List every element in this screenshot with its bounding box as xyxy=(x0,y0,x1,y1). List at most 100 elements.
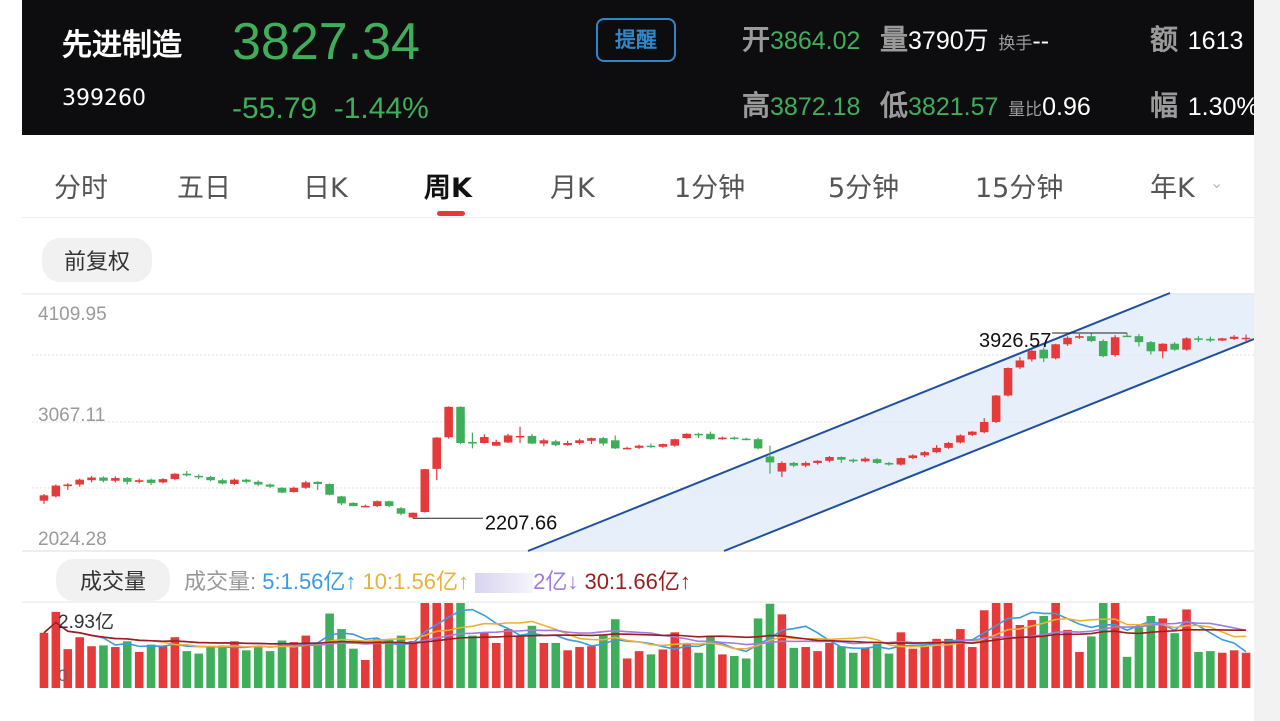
volume-bar xyxy=(551,642,561,688)
adjust-toggle[interactable]: 前复权 xyxy=(42,238,153,282)
volume-bar xyxy=(884,653,894,688)
candle-body xyxy=(432,437,442,469)
high-value: 3872.18 xyxy=(770,93,861,121)
candle-body xyxy=(860,458,870,462)
low-label: 低 xyxy=(880,89,909,122)
volume-bar xyxy=(265,651,275,688)
candle-body xyxy=(1087,336,1096,342)
tab-daily-k[interactable]: 日K xyxy=(303,173,348,204)
candle-body xyxy=(575,440,584,443)
candle-body xyxy=(1039,349,1049,359)
volume-bar xyxy=(468,635,477,688)
tab-monthly-k[interactable]: 月K xyxy=(550,173,595,204)
volume-bar xyxy=(241,650,251,688)
candle-body xyxy=(218,480,227,484)
candle-body xyxy=(146,479,156,483)
candle-body xyxy=(729,437,739,440)
volume-bar xyxy=(63,649,73,688)
open-label: 开 xyxy=(742,23,771,56)
tab-yearly-k[interactable]: 年K xyxy=(1150,173,1195,204)
change-percent: -1.44% xyxy=(333,92,429,125)
volume-bar xyxy=(1170,633,1179,688)
volume-bar xyxy=(622,658,632,688)
blurred-region xyxy=(475,573,534,594)
volume-bar xyxy=(872,643,882,688)
volume-bar xyxy=(658,649,668,688)
candle-body xyxy=(1134,336,1144,343)
ma20-value: 2亿 xyxy=(533,569,568,594)
chevron-down-icon[interactable]: ⌄ xyxy=(1210,173,1224,192)
candle-body xyxy=(1098,341,1108,357)
volume-indicator-toggle[interactable]: 成交量 xyxy=(56,559,171,601)
volume-bar xyxy=(432,603,442,688)
tab-5min[interactable]: 5分钟 xyxy=(828,173,900,204)
candle-body xyxy=(63,484,73,487)
volume-bar xyxy=(1229,650,1239,688)
volume-bar xyxy=(39,632,49,688)
volume-bar xyxy=(480,632,489,688)
volume-bar xyxy=(1217,652,1227,688)
candle-body xyxy=(908,455,918,459)
volume-bar xyxy=(634,651,644,688)
candle-body xyxy=(301,482,311,488)
candle-body xyxy=(682,433,691,439)
candle-body xyxy=(694,433,703,436)
tab-intraday[interactable]: 分时 xyxy=(54,173,108,204)
volume-bar xyxy=(313,644,322,688)
volume-bar xyxy=(253,647,263,688)
edge-strip xyxy=(1254,0,1280,721)
amount-label: 额 xyxy=(1150,23,1179,56)
volume-bar xyxy=(337,629,346,688)
volume-bar xyxy=(527,625,537,688)
volume-legend: 成交量: 5:1.56亿↑ 10:1.56亿↑ 2亿↓ 30:1.66亿↑ xyxy=(184,569,691,594)
volume-bar xyxy=(587,646,596,688)
volume-bar xyxy=(991,603,1001,688)
remind-button[interactable]: 提醒 xyxy=(596,18,676,62)
price-axis-mid: 3067.11 xyxy=(38,405,105,426)
amplitude-stat: 幅 1.30% xyxy=(1150,84,1254,124)
kline-chart[interactable]: 4109.95 3067.11 2024.28 3926.57 2207.66 2.9… xyxy=(22,281,1254,721)
candle-body xyxy=(741,438,751,441)
volume-value: 3790万 xyxy=(908,27,989,55)
candle-body xyxy=(979,421,989,433)
tab-1min[interactable]: 1分钟 xyxy=(674,173,746,204)
tab-weekly-k[interactable]: 周K xyxy=(424,173,472,204)
volume-bar xyxy=(384,639,394,688)
candle-body xyxy=(1075,336,1084,338)
candle-body xyxy=(634,445,644,448)
candle-body xyxy=(206,476,215,481)
candle-body xyxy=(111,478,120,481)
candle-body xyxy=(646,445,656,448)
candle-body xyxy=(599,438,608,444)
candle-body xyxy=(241,479,251,482)
volume-bar xyxy=(718,654,727,688)
volume-bar xyxy=(158,646,168,688)
candle-body xyxy=(1217,338,1227,341)
volume-bar xyxy=(1146,615,1156,688)
candle-body xyxy=(551,441,561,446)
last-price: 3827.34 xyxy=(232,13,420,71)
candle-body xyxy=(1170,343,1179,350)
candle-body xyxy=(658,444,668,447)
volume-bar xyxy=(1134,627,1144,688)
volume-bar xyxy=(908,648,918,688)
candle-body xyxy=(1158,343,1168,352)
price-axis-bottom: 2024.28 xyxy=(38,529,107,550)
active-tab-indicator xyxy=(437,211,465,216)
volume-bar xyxy=(753,618,763,688)
tab-15min[interactable]: 15分钟 xyxy=(975,173,1064,204)
volume-bar xyxy=(146,644,156,688)
tab-five-day[interactable]: 五日 xyxy=(177,173,231,204)
volume-bar xyxy=(1039,615,1049,688)
volume-legend-prefix: 成交量: xyxy=(184,569,257,594)
volume-bar xyxy=(206,646,215,688)
volume-bar xyxy=(1122,656,1132,688)
candle-body xyxy=(765,456,775,463)
amount-stat: 额 1613 xyxy=(1150,18,1243,58)
candle-body xyxy=(1003,368,1013,396)
candle-body xyxy=(622,447,632,450)
volume-bar xyxy=(729,656,739,688)
candle-body xyxy=(170,473,180,480)
candle-body xyxy=(991,395,1001,422)
candle-body xyxy=(1146,342,1156,352)
